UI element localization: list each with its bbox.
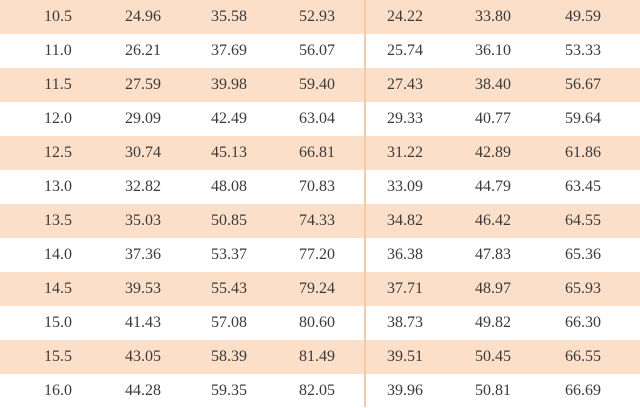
table-cell: 34.82 [387, 212, 423, 229]
table-cell: 14.5 [44, 280, 72, 297]
table-cell: 43.05 [125, 348, 161, 365]
table-cell: 63.45 [565, 178, 601, 195]
table-cell: 39.96 [387, 382, 423, 399]
table-cell: 32.82 [125, 178, 161, 195]
table-cell: 39.53 [125, 280, 161, 297]
table-row: 15.5 43.05 58.39 81.49 39.51 50.45 66.55 [0, 340, 640, 374]
table-cell: 12.5 [44, 144, 72, 161]
table-cell: 48.08 [211, 178, 247, 195]
table-cell: 36.10 [475, 42, 511, 59]
table-cell: 61.86 [565, 144, 601, 161]
table-cell: 53.33 [565, 42, 601, 59]
table-cell: 33.09 [387, 178, 423, 195]
table-cell: 27.59 [125, 76, 161, 93]
table-cell: 59.40 [299, 76, 335, 93]
table-cell: 38.40 [475, 76, 511, 93]
table-row: 11.5 27.59 39.98 59.40 27.43 38.40 56.67 [0, 68, 640, 102]
table-row: 12.0 29.09 42.49 63.04 29.33 40.77 59.64 [0, 102, 640, 136]
table-cell: 77.20 [299, 246, 335, 263]
table-cell: 50.85 [211, 212, 247, 229]
table-cell: 16.0 [44, 382, 72, 399]
table-cell: 33.80 [475, 8, 511, 25]
table-row: 12.5 30.74 45.13 66.81 31.22 42.89 61.86 [0, 136, 640, 170]
table-cell: 48.97 [475, 280, 511, 297]
table-cell: 74.33 [299, 212, 335, 229]
table-cell: 25.74 [387, 42, 423, 59]
table-cell: 65.93 [565, 280, 601, 297]
table-cell: 82.05 [299, 382, 335, 399]
table-cell: 65.36 [565, 246, 601, 263]
table-cell: 56.67 [565, 76, 601, 93]
table-row: 15.0 41.43 57.08 80.60 38.73 49.82 66.30 [0, 306, 640, 340]
table-cell: 42.89 [475, 144, 511, 161]
table-cell: 24.22 [387, 8, 423, 25]
table-cell: 46.42 [475, 212, 511, 229]
table-cell: 26.21 [125, 42, 161, 59]
table-cell: 14.0 [44, 246, 72, 263]
table-cell: 66.69 [565, 382, 601, 399]
table-cell: 38.73 [387, 314, 423, 331]
table-cell: 59.64 [565, 110, 601, 127]
column-separator [364, 0, 366, 407]
table-cell: 49.59 [565, 8, 601, 25]
table-row: 13.5 35.03 50.85 74.33 34.82 46.42 64.55 [0, 204, 640, 238]
table-cell: 13.0 [44, 178, 72, 195]
table-cell: 55.43 [211, 280, 247, 297]
table-cell: 66.81 [299, 144, 335, 161]
table-cell: 49.82 [475, 314, 511, 331]
table-cell: 57.08 [211, 314, 247, 331]
table-cell: 39.98 [211, 76, 247, 93]
table-cell: 50.81 [475, 382, 511, 399]
table-cell: 11.5 [44, 76, 72, 93]
table-cell: 56.07 [299, 42, 335, 59]
table-row: 16.0 44.28 59.35 82.05 39.96 50.81 66.69 [0, 374, 640, 408]
table-cell: 52.93 [299, 8, 335, 25]
table-cell: 15.5 [44, 348, 72, 365]
table-cell: 59.35 [211, 382, 247, 399]
table-cell: 37.69 [211, 42, 247, 59]
table-cell: 11.0 [44, 42, 72, 59]
table-cell: 41.43 [125, 314, 161, 331]
table-cell: 29.33 [387, 110, 423, 127]
table-cell: 40.77 [475, 110, 511, 127]
table-cell: 81.49 [299, 348, 335, 365]
table-cell: 24.96 [125, 8, 161, 25]
table-cell: 70.83 [299, 178, 335, 195]
table-cell: 31.22 [387, 144, 423, 161]
table-row: 14.5 39.53 55.43 79.24 37.71 48.97 65.93 [0, 272, 640, 306]
table-cell: 53.37 [211, 246, 247, 263]
table-cell: 35.58 [211, 8, 247, 25]
table-cell: 44.28 [125, 382, 161, 399]
table-cell: 50.45 [475, 348, 511, 365]
table-cell: 47.83 [475, 246, 511, 263]
table-cell: 15.0 [44, 314, 72, 331]
table-cell: 29.09 [125, 110, 161, 127]
table-cell: 66.55 [565, 348, 601, 365]
table-cell: 36.38 [387, 246, 423, 263]
table-row: 14.0 37.36 53.37 77.20 36.38 47.83 65.36 [0, 238, 640, 272]
table-cell: 30.74 [125, 144, 161, 161]
table-cell: 80.60 [299, 314, 335, 331]
table-cell: 63.04 [299, 110, 335, 127]
table-cell: 64.55 [565, 212, 601, 229]
table-cell: 35.03 [125, 212, 161, 229]
table-cell: 10.5 [44, 8, 72, 25]
table-cell: 44.79 [475, 178, 511, 195]
table-cell: 37.71 [387, 280, 423, 297]
table-row: 13.0 32.82 48.08 70.83 33.09 44.79 63.45 [0, 170, 640, 204]
table-cell: 58.39 [211, 348, 247, 365]
table-cell: 66.30 [565, 314, 601, 331]
table-cell: 39.51 [387, 348, 423, 365]
table-cell: 79.24 [299, 280, 335, 297]
table-row: 11.0 26.21 37.69 56.07 25.74 36.10 53.33 [0, 34, 640, 68]
table-cell: 42.49 [211, 110, 247, 127]
table-cell: 12.0 [44, 110, 72, 127]
table-row: 10.5 24.96 35.58 52.93 24.22 33.80 49.59 [0, 0, 640, 34]
table-cell: 27.43 [387, 76, 423, 93]
table-cell: 45.13 [211, 144, 247, 161]
table-cell: 37.36 [125, 246, 161, 263]
table-cell: 13.5 [44, 212, 72, 229]
